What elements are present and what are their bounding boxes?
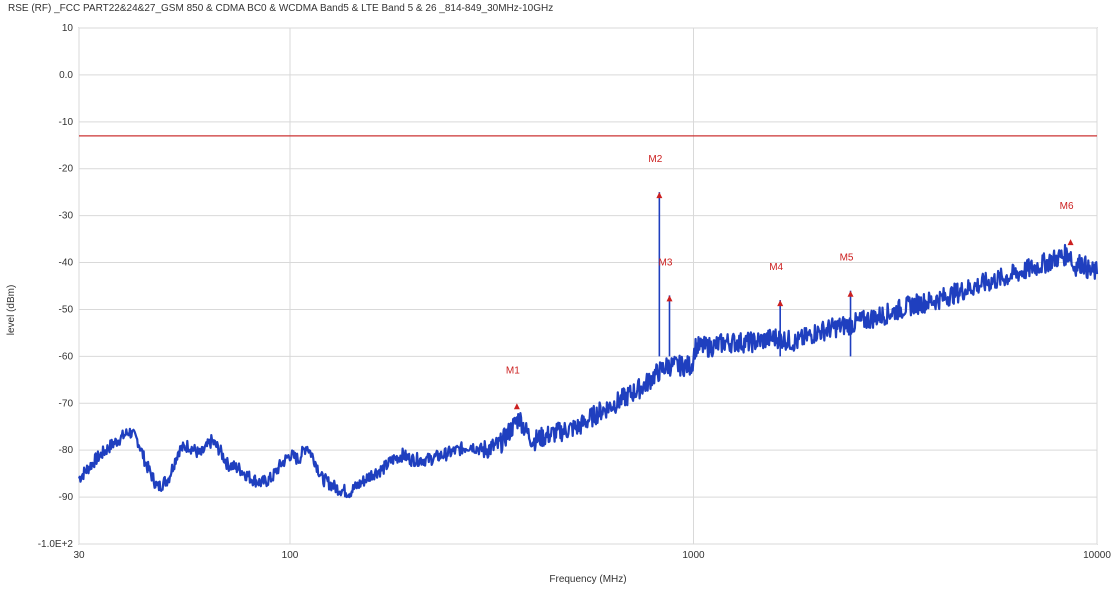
marker-label: M3 [659,257,673,268]
marker-point [1067,239,1074,246]
y-tick-label: -50 [59,304,74,315]
marker-label: M1 [506,365,520,376]
marker-point [847,290,854,297]
y-tick-label: -30 [59,211,74,222]
tick-labels: 10 0.0 -10 -20 -30 -40 -50 -60 -70 -80 -90 -1.0E+23… [38,23,1112,561]
marker-label: M6 [1060,201,1074,212]
y-tick-label: -20 [59,164,74,175]
y-tick-label: -70 [59,398,74,409]
x-tick-label: 1000 [682,550,705,561]
series-line [77,243,1099,499]
y-axis-label: level (dBm) [6,285,17,336]
y-tick-label: -90 [59,492,74,503]
marker-point [513,403,520,410]
y-tick-label: -1.0E+2 [38,539,74,550]
x-axis-label: Frequency (MHz) [549,574,626,585]
x-tick-label: 30 [73,550,85,561]
y-tick-label: -10 [59,117,74,128]
x-tick-label: 100 [282,550,299,561]
marker-point [656,192,663,199]
chart-title: RSE (RF) _FCC PART22&24&27_GSM 850 & CDM… [8,3,554,14]
series-group [77,243,1099,499]
marker-label: M4 [769,262,783,273]
y-tick-label: -40 [59,258,74,269]
marker-label: M5 [840,253,854,264]
marker-group: M1 M2 M3 M4 M5 M6 [506,154,1074,410]
marker-label: M2 [648,154,662,165]
y-tick-label: -80 [59,445,74,456]
y-tick-label: -60 [59,351,74,362]
marker-point [777,300,784,307]
grid-lines [78,27,1098,545]
plot-area [78,27,1098,545]
y-tick-label: 10 [62,23,74,34]
x-tick-label: 10000 [1083,550,1111,561]
y-tick-label: 0.0 [59,70,73,81]
marker-point [666,295,673,302]
